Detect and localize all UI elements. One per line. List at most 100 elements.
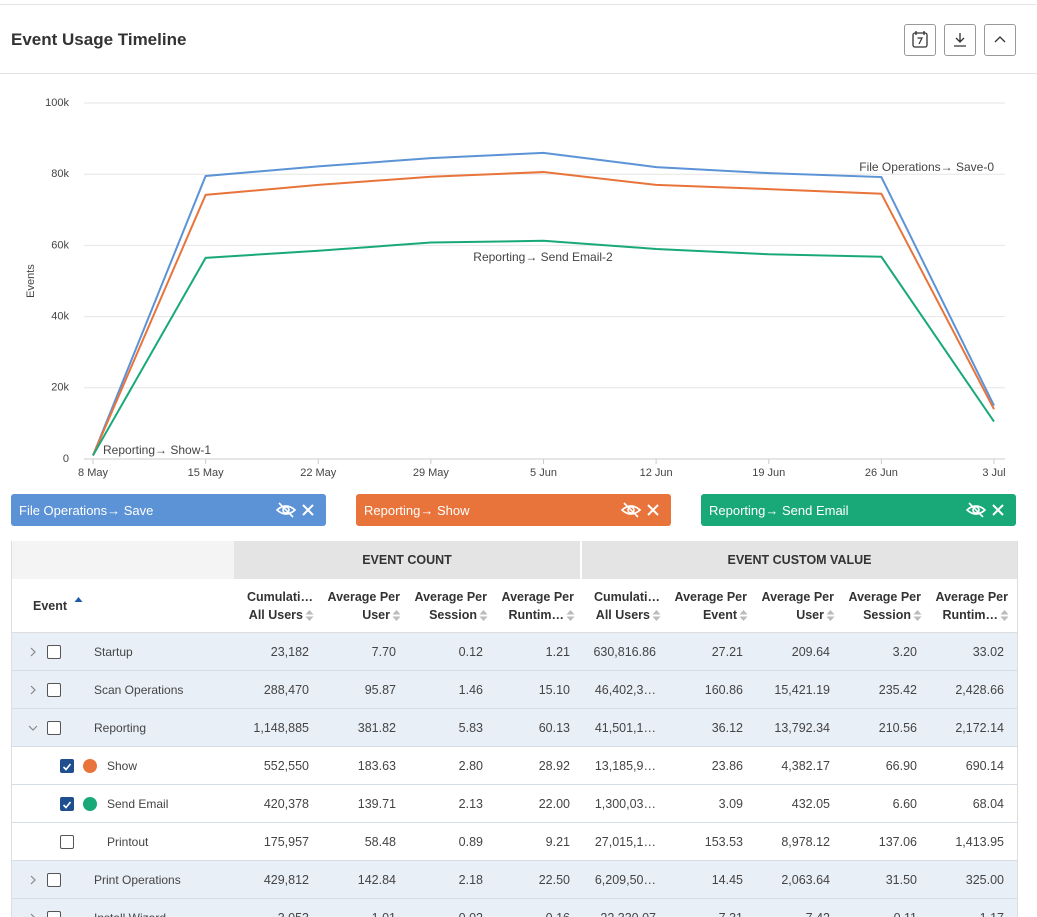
table-cell: 1,413.95 [955,835,1004,849]
table-cell: 139.71 [357,797,396,811]
checkbox[interactable] [47,683,61,697]
series-dot [83,797,97,811]
table-cell: 0.11 [842,911,917,917]
checkbox[interactable] [60,759,74,773]
checkbox[interactable] [47,721,61,735]
x-tick-label: 12 Jun [640,467,673,479]
table-cell: 209.64 [791,645,830,659]
checkbox[interactable] [47,911,61,917]
sort-icon[interactable] [305,609,314,622]
sort-icon[interactable] [566,609,575,622]
collapse-icon [994,36,1006,43]
expander[interactable] [28,685,38,695]
table-cell: 23.86 [711,759,743,773]
table-cell: 183.63 [357,759,396,773]
table-cell: 15,421.19 [774,683,830,697]
table-cell: 210.56 [878,721,917,735]
sort-icon[interactable] [826,609,835,622]
table-row [12,747,1017,785]
series-chip[interactable]: Reporting→ Send Email [701,494,1016,526]
row-label: Show [107,759,138,773]
chip-icons[interactable] [621,501,663,519]
table-row [12,861,1017,899]
card-border [0,4,1036,5]
table-cell: 552,550 [263,759,309,773]
x-tick-label: 19 Jun [752,467,785,479]
y-tick-label: 80k [51,168,69,180]
expander[interactable] [28,647,38,657]
table-cell: 46,402,3… [594,683,656,697]
table-cell: 0.02 [408,911,483,917]
table-cell: 0.12 [458,645,483,659]
table-cell: 4,382.17 [781,759,830,773]
y-axis-label: Events [25,264,37,298]
x-tick-label: 5 Jun [530,467,557,479]
table-cell: 153.53 [704,835,743,849]
sort-icon[interactable] [392,609,401,622]
table-cell: 1,300,03… [594,797,656,811]
column-header: Runtim… [942,608,998,622]
checkbox[interactable] [47,873,61,887]
sort-icon[interactable] [74,596,83,609]
row-label: Scan Operations [94,683,184,697]
series-line [92,171,995,456]
table-cell: 41,501,1… [594,721,656,735]
calendar-icon [912,31,928,48]
column-header-bg [12,579,1017,633]
table-cell: 235.42 [878,683,917,697]
annotation: File Operations→ Save-0 [859,160,994,174]
y-tick-label: 0 [63,453,69,465]
column-header: User [362,608,390,622]
chip-label: Reporting→ Send Email [709,503,849,518]
table-cell: 60.13 [538,721,570,735]
series-chip[interactable]: Reporting→ Show [356,494,671,526]
expander[interactable] [28,913,38,917]
table-cell: 325.00 [965,873,1004,887]
table-cell: 22.50 [538,873,570,887]
table-cell: 429,812 [263,873,309,887]
table-cell: 2,428.66 [955,683,1004,697]
table-cell: 13,185,9… [594,759,656,773]
page-title: Event Usage Timeline [11,30,187,49]
sort-icon[interactable] [652,609,661,622]
checkbox[interactable] [60,835,74,849]
chart: Events 0 20k 40k 60k 80k 100k 8 May 15 May 22 Ma… [25,97,1006,479]
chip-icons[interactable] [966,501,1008,519]
sort-icon[interactable] [739,609,748,622]
table-cell: 2.13 [458,797,483,811]
checkbox[interactable] [60,797,74,811]
table-cell: 288,470 [263,683,309,697]
collapse-button[interactable] [984,24,1016,56]
column-header: Event [33,599,68,613]
table-row [12,785,1017,823]
expander[interactable] [28,723,38,733]
download-button[interactable] [944,24,976,56]
table-cell: 8,978.12 [781,835,830,849]
group-header: EVENT COUNT [362,553,452,567]
table-row [12,671,1017,709]
chip-label: Reporting→ Show [364,503,470,518]
group-header-bg [234,541,582,579]
table-cell: 420,378 [263,797,309,811]
annotation: Reporting→ Show-1 [103,443,211,457]
table-cell: 7.70 [371,645,396,659]
table-cell: 36.12 [711,721,743,735]
calendar-button[interactable] [904,24,936,56]
column-header: Cumulati… [594,590,660,604]
table-cell: 33.02 [972,645,1004,659]
sort-icon[interactable] [1000,609,1009,622]
table-cell: 58.48 [364,835,396,849]
table-cell: 68.04 [972,797,1004,811]
group-header-bg [582,541,1017,579]
sort-icon[interactable] [479,609,488,622]
series-chip[interactable]: File Operations→ Save [11,494,326,526]
checkbox[interactable] [47,645,61,659]
table-cell: 1.21 [545,645,570,659]
sort-icon[interactable] [913,609,922,622]
x-tick-label: 22 May [300,467,337,479]
column-header: Session [429,608,477,622]
expander[interactable] [28,875,38,885]
chip-icons[interactable] [276,501,318,519]
table-cell: 630,816.86 [593,645,656,659]
column-header: Average Per [327,590,401,604]
